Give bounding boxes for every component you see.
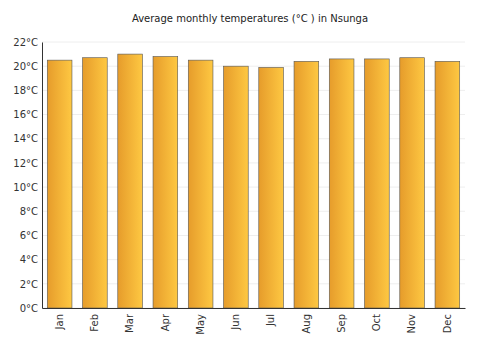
bar [83,58,108,308]
x-tick-label: Jul [265,314,276,327]
x-tick: Feb [89,308,100,332]
y-tick-label: 10°C [13,182,38,193]
y-tick: 20°C [13,61,42,72]
bar [153,57,178,308]
x-tick-label: Oct [371,314,382,331]
x-tick: Nov [406,308,417,334]
x-tick-label: Jun [230,314,241,331]
x-tick-label: Feb [89,314,100,332]
y-tick-label: 0°C [20,303,38,314]
x-tick: Jun [230,308,241,331]
y-tick: 14°C [13,133,42,144]
y-tick-label: 22°C [13,37,38,48]
y-tick-label: 8°C [20,206,38,217]
y-tick: 6°C [20,230,42,241]
x-tick: Apr [160,308,171,331]
y-tick-label: 2°C [20,279,38,290]
x-tick: Oct [371,308,382,331]
x-tick-label: May [195,314,206,335]
y-axis-line [42,43,43,309]
bar [365,59,390,308]
y-tick-label: 14°C [13,133,38,144]
y-tick-label: 6°C [20,230,38,241]
x-tick: Sep [336,308,347,333]
y-tick-label: 4°C [20,254,38,265]
y-tick: 2°C [20,279,42,290]
x-tick-label: Jan [54,314,65,330]
y-tick-label: 18°C [13,85,38,96]
bar [118,54,143,308]
y-tick: 4°C [20,254,42,265]
y-axis: 0°C 2°C 4°C 6°C 8°C 10°C 12°C 14°C 16°C 18°C 20°C 2… [13,37,42,314]
bar [294,61,319,308]
x-tick-label: Nov [406,314,417,334]
y-tick-label: 16°C [13,109,38,120]
y-tick: 0°C [20,303,42,314]
title: Average monthly temperatures (°C ) in Ns… [132,13,368,24]
y-tick-label: 20°C [13,61,38,72]
y-tick: 10°C [13,182,42,193]
bar [188,60,213,308]
plot: 0°C 2°C 4°C 6°C 8°C 10°C 12°C 14°C 16°C 18°C 20°C 2… [13,37,465,335]
x-tick: May [195,308,206,335]
x-tick-label: Mar [124,313,135,333]
y-tick: 18°C [13,85,42,96]
y-tick-label: 12°C [13,158,38,169]
chart: 0°C 2°C 4°C 6°C 8°C 10°C 12°C 14°C 16°C 18°C 20°C 2… [0,0,500,350]
bar [224,66,249,308]
x-axis: Jan Feb Mar Apr May Jun Jul Aug Sep Oct Nov Dec [43,308,466,335]
x-tick-label: Dec [442,314,453,333]
bar [400,58,425,308]
bar [259,67,284,308]
grid-line [42,42,465,43]
bar [47,60,72,308]
x-axis-line [43,308,466,309]
x-tick: Dec [442,308,453,333]
bars [47,54,459,308]
x-tick: Aug [301,308,312,334]
x-tick-label: Aug [301,314,312,334]
x-tick: Mar [124,308,135,333]
x-tick: Jan [54,308,65,330]
y-tick: 22°C [13,37,42,48]
y-tick: 16°C [13,109,42,120]
x-tick-label: Sep [336,314,347,333]
grid [42,42,465,308]
y-tick: 8°C [20,206,42,217]
x-tick: Jul [265,308,276,327]
y-tick: 12°C [13,158,42,169]
x-tick-label: Apr [160,313,171,331]
bar [329,59,354,308]
bar [435,61,460,308]
